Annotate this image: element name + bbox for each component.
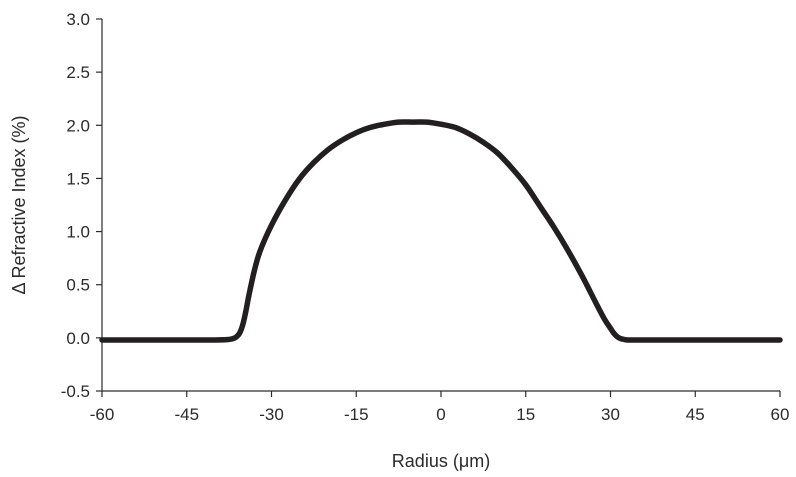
x-tick-label: 30 xyxy=(601,405,620,424)
x-tick-label: -30 xyxy=(259,405,284,424)
x-tick-label: 45 xyxy=(686,405,705,424)
y-tick-label: 0.5 xyxy=(66,276,90,295)
x-tick-label: 0 xyxy=(436,405,445,424)
x-tick-label: -45 xyxy=(174,405,199,424)
x-axis-title: Radius (μm) xyxy=(392,451,490,471)
x-tick-label: 60 xyxy=(771,405,790,424)
y-tick-label: 0.0 xyxy=(66,329,90,348)
y-tick-label: 3.0 xyxy=(66,10,90,29)
series-line xyxy=(99,119,783,343)
y-tick-label: 2.5 xyxy=(66,63,90,82)
y-tick-label: 2.0 xyxy=(66,116,90,135)
x-axis-ticks: -60 -45 -30 -15 0 15 30 45 60 xyxy=(90,391,790,424)
y-tick-label: 1.0 xyxy=(66,223,90,242)
y-axis-title: Δ Refractive Index (%) xyxy=(9,115,29,294)
series-group xyxy=(99,119,783,343)
x-tick-label: -15 xyxy=(344,405,369,424)
y-tick-label: -0.5 xyxy=(61,382,90,401)
x-tick-label: 15 xyxy=(516,405,535,424)
y-tick-label: 1.5 xyxy=(66,169,90,188)
x-tick-label: -60 xyxy=(90,405,115,424)
y-axis-ticks: -0.5 0.0 0.5 1.0 1.5 2.0 2.5 3.0 xyxy=(61,10,102,401)
